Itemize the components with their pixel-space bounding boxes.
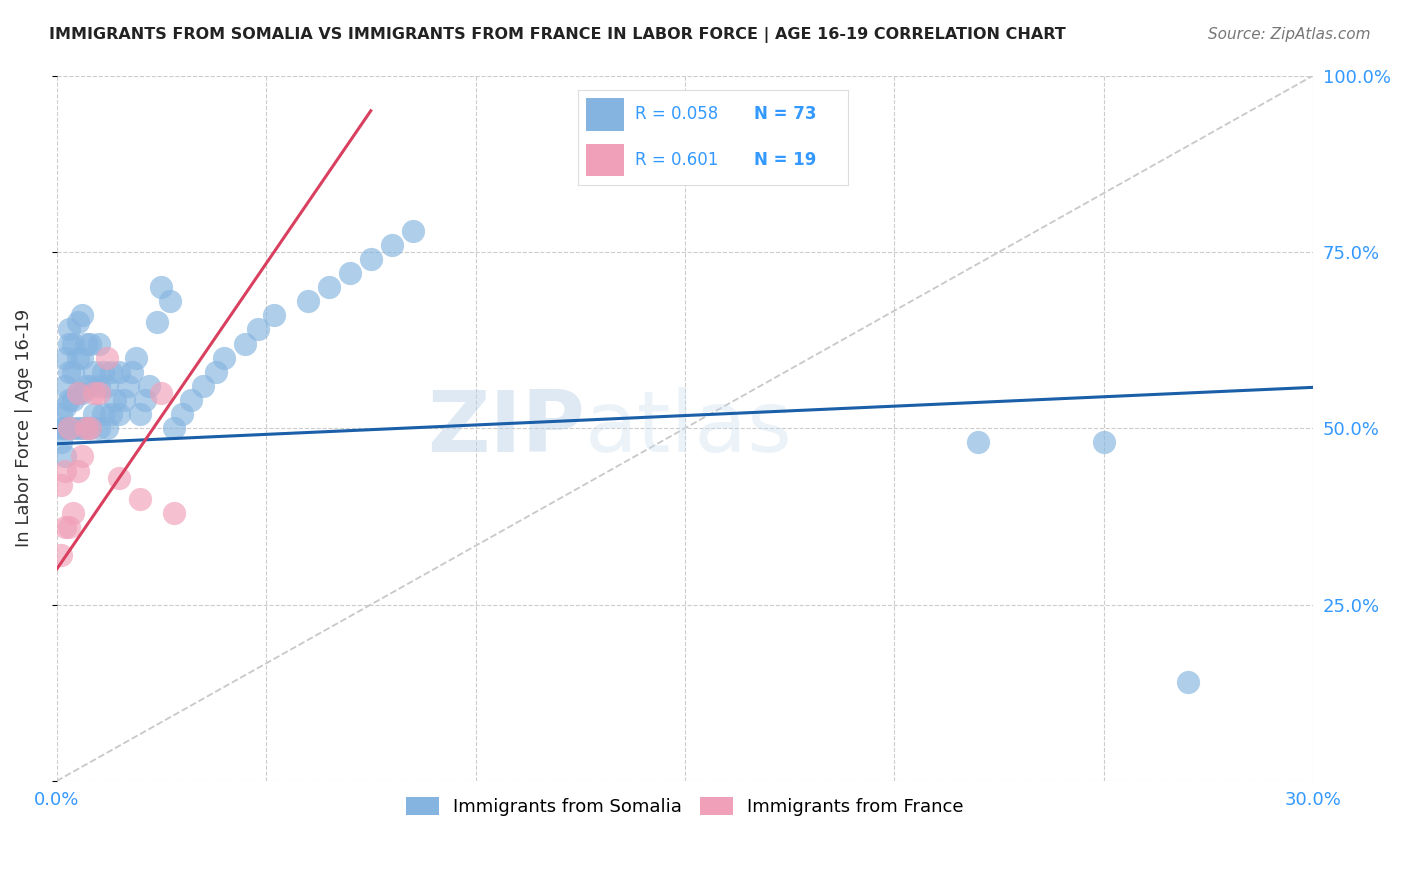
Point — [53, 379, 76, 393]
Point — [138, 379, 160, 393]
Point — [150, 280, 173, 294]
Point — [360, 252, 382, 266]
Point — [49, 407, 72, 421]
Point — [263, 309, 285, 323]
Point — [163, 421, 186, 435]
Point — [87, 336, 110, 351]
Point — [381, 237, 404, 252]
Text: IMMIGRANTS FROM SOMALIA VS IMMIGRANTS FROM FRANCE IN LABOR FORCE | AGE 16-19 COR: IMMIGRANTS FROM SOMALIA VS IMMIGRANTS FR… — [49, 27, 1066, 43]
Point — [62, 392, 84, 407]
Point — [70, 450, 93, 464]
Point — [83, 407, 105, 421]
Point — [58, 421, 80, 435]
Point — [125, 351, 148, 365]
Point — [112, 392, 135, 407]
Point — [402, 224, 425, 238]
Point — [134, 392, 156, 407]
Point — [79, 421, 101, 435]
Point — [108, 365, 131, 379]
Point — [1177, 675, 1199, 690]
Point — [339, 266, 361, 280]
Point — [91, 365, 114, 379]
Point — [193, 379, 215, 393]
Point — [70, 421, 93, 435]
Point — [49, 435, 72, 450]
Point — [53, 421, 76, 435]
Point — [66, 386, 89, 401]
Point — [967, 435, 990, 450]
Point — [58, 365, 80, 379]
Point — [53, 400, 76, 414]
Point — [75, 421, 97, 435]
Text: atlas: atlas — [585, 387, 793, 470]
Point — [75, 379, 97, 393]
Point — [163, 506, 186, 520]
Point — [62, 421, 84, 435]
Point — [96, 379, 118, 393]
Point — [117, 379, 139, 393]
Point — [70, 351, 93, 365]
Point — [246, 322, 269, 336]
Point — [62, 506, 84, 520]
Point — [53, 464, 76, 478]
Point — [100, 407, 122, 421]
Point — [53, 351, 76, 365]
Point — [66, 464, 89, 478]
Point — [129, 407, 152, 421]
Point — [91, 407, 114, 421]
Point — [58, 421, 80, 435]
Point — [70, 309, 93, 323]
Y-axis label: In Labor Force | Age 16-19: In Labor Force | Age 16-19 — [15, 310, 32, 548]
Point — [83, 386, 105, 401]
Point — [75, 336, 97, 351]
Point — [79, 379, 101, 393]
Point — [87, 379, 110, 393]
Point — [297, 294, 319, 309]
Point — [233, 336, 256, 351]
Point — [150, 386, 173, 401]
Point — [58, 322, 80, 336]
Point — [58, 520, 80, 534]
Point — [49, 477, 72, 491]
Point — [204, 365, 226, 379]
Text: ZIP: ZIP — [426, 387, 585, 470]
Point — [62, 336, 84, 351]
Point — [53, 450, 76, 464]
Point — [146, 315, 169, 329]
Point — [79, 336, 101, 351]
Point — [58, 336, 80, 351]
Point — [70, 386, 93, 401]
Point — [212, 351, 235, 365]
Legend: Immigrants from Somalia, Immigrants from France: Immigrants from Somalia, Immigrants from… — [398, 788, 973, 825]
Point — [66, 386, 89, 401]
Point — [108, 470, 131, 484]
Point — [58, 392, 80, 407]
Point — [96, 351, 118, 365]
Point — [87, 386, 110, 401]
Point — [1092, 435, 1115, 450]
Point — [79, 421, 101, 435]
Text: Source: ZipAtlas.com: Source: ZipAtlas.com — [1208, 27, 1371, 42]
Point — [49, 421, 72, 435]
Point — [83, 365, 105, 379]
Point — [318, 280, 340, 294]
Point — [159, 294, 181, 309]
Point — [66, 315, 89, 329]
Point — [129, 491, 152, 506]
Point — [75, 421, 97, 435]
Point — [100, 365, 122, 379]
Point — [62, 365, 84, 379]
Point — [96, 421, 118, 435]
Point — [53, 520, 76, 534]
Point — [49, 548, 72, 562]
Point — [108, 407, 131, 421]
Point — [172, 407, 194, 421]
Point — [121, 365, 143, 379]
Point — [87, 421, 110, 435]
Point — [104, 392, 127, 407]
Point — [66, 421, 89, 435]
Point — [180, 392, 202, 407]
Point — [66, 351, 89, 365]
